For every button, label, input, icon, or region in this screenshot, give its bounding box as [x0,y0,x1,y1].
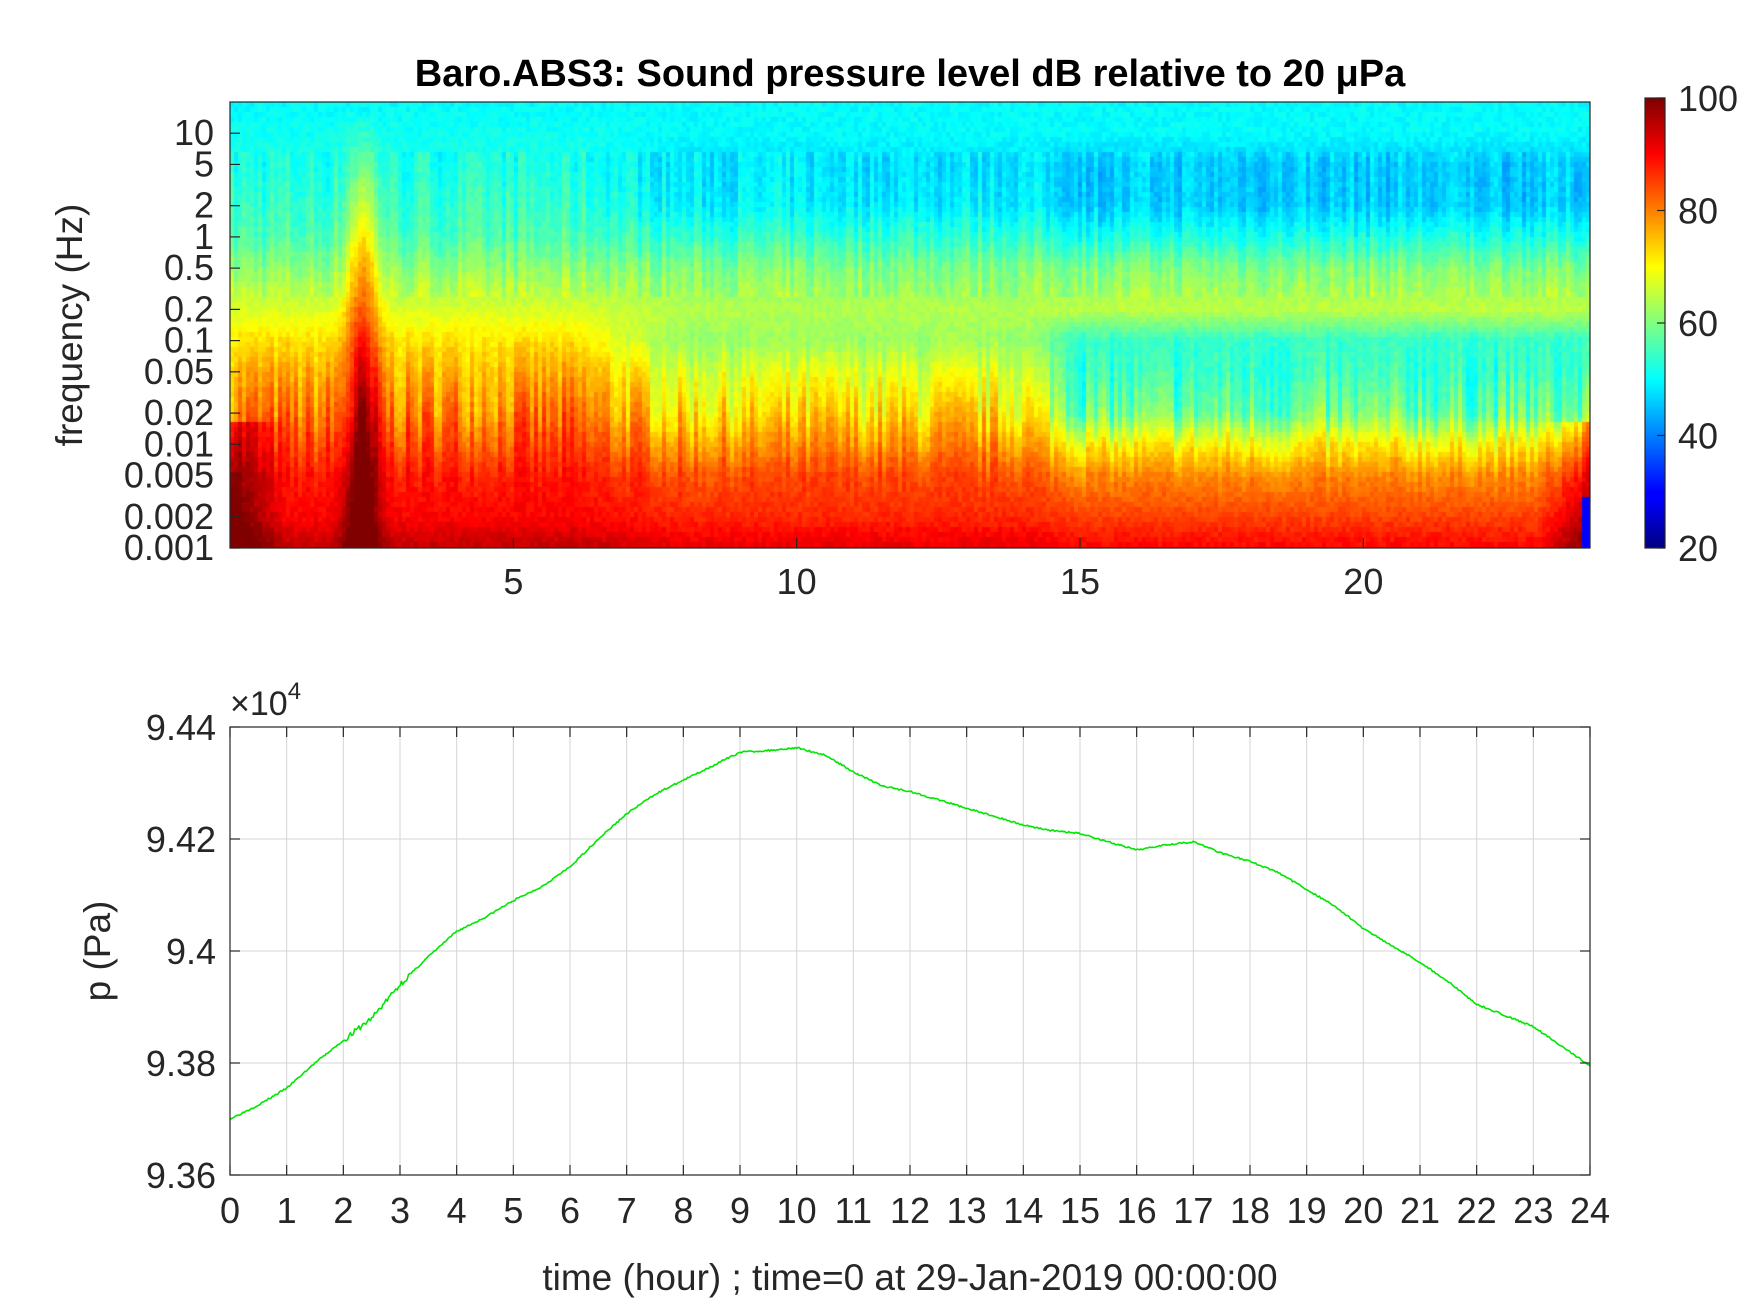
spectrogram-x-tick-label: 15 [1060,561,1100,602]
pressure-series-line [230,746,1590,1121]
pressure-x-tick-label: 9 [730,1190,750,1231]
pressure-y-tick-label: 9.4 [166,931,216,972]
spectrogram-heatmap [230,102,1590,548]
spectrogram-y-tick-label: 0.1 [164,320,214,361]
spectrogram-y-tick-label: 1 [194,216,214,257]
pressure-x-tick-label: 20 [1343,1190,1383,1231]
pressure-x-tick-label: 11 [835,1190,872,1231]
spectrogram-y-tick-label: 0.02 [144,392,214,433]
pressure-x-tick-label: 13 [947,1190,987,1231]
pressure-x-tick-label: 7 [617,1190,637,1231]
pressure-y-tick-label: 9.36 [146,1155,216,1196]
spectrogram-y-tick-label: 0.5 [164,247,214,288]
pressure-x-tick-label: 16 [1117,1190,1157,1231]
colorbar-tick-label: 100 [1678,78,1738,119]
spectrogram-y-tick-label: 0.002 [124,496,214,537]
pressure-x-tick-label: 15 [1060,1190,1100,1231]
pressure-x-tick-label: 24 [1570,1190,1610,1231]
pressure-xlabel: time (hour) ; time=0 at 29-Jan-2019 00:0… [542,1257,1277,1298]
spectrogram-y-tick-label: 0.2 [164,288,214,329]
spectrogram-x-tick-label: 5 [503,561,523,602]
pressure-x-tick-label: 10 [777,1190,817,1231]
spectrogram-y-tick-label: 10 [174,112,214,153]
pressure-x-tick-label: 0 [220,1190,240,1231]
pressure-y-tick-label: 9.44 [146,707,216,748]
pressure-axes: 0 1 2 3 4 5 6 7 8 9 10 11 12 13 14 15 16 17 18 19 20 21 22 23 24… [146,707,1610,1231]
colorbar-axis: 20 40 60 80 100 [1657,78,1738,569]
pressure-x-tick-label: 12 [890,1190,930,1231]
y-exponent-label: ×104 [230,678,301,723]
spectrogram-ylabel: frequency (Hz) [49,204,90,447]
spectrogram-y-tick-label: 2 [194,185,214,226]
pressure-x-tick-label: 1 [277,1190,297,1231]
spectrogram-y-tick-label: 0.001 [124,527,214,568]
y-exponent-power: 4 [288,678,301,705]
spectrogram-image-container [230,102,1590,548]
colorbar-tick-label: 40 [1678,416,1718,457]
pressure-x-tick-label: 8 [673,1190,693,1231]
spectrogram-y-tick-label: 0.05 [144,351,214,392]
pressure-x-tick-label: 18 [1230,1190,1270,1231]
spectrogram-y-tick-label: 0.01 [144,423,214,464]
spectrogram-axes: 0.0010.0020.0050.010.020.050.10.20.51251… [124,101,1591,602]
colorbar-tick-label: 80 [1678,191,1718,232]
pressure-x-tick-label: 23 [1513,1190,1553,1231]
pressure-x-tick-label: 4 [447,1190,467,1231]
spectrogram-x-tick-label: 10 [777,561,817,602]
pressure-x-tick-label: 14 [1003,1190,1043,1231]
pressure-x-tick-label: 17 [1173,1190,1213,1231]
pressure-x-tick-label: 6 [560,1190,580,1231]
colorbar-tick-label: 20 [1678,528,1718,569]
pressure-x-tick-label: 5 [503,1190,523,1231]
pressure-x-tick-label: 2 [333,1190,353,1231]
pressure-x-tick-label: 22 [1457,1190,1497,1231]
pressure-y-tick-label: 9.38 [146,1043,216,1084]
pressure-ylabel: p (Pa) [77,901,118,1002]
spectrogram-y-tick-label: 0.005 [124,455,214,496]
pressure-x-tick-label: 3 [390,1190,410,1231]
spectrogram-frame [229,101,1591,549]
spectrogram-title: Baro.ABS3: Sound pressure level dB relat… [415,53,1406,95]
pressure-x-tick-label: 19 [1287,1190,1327,1231]
pressure-x-tick-label: 21 [1400,1190,1440,1231]
colorbar-tick-label: 60 [1678,303,1718,344]
spectrogram-y-tick-label: 5 [194,143,214,184]
pressure-y-tick-label: 9.42 [146,819,216,860]
spectrogram-x-tick-label: 20 [1343,561,1383,602]
y-exponent-base: ×10 [230,685,288,723]
